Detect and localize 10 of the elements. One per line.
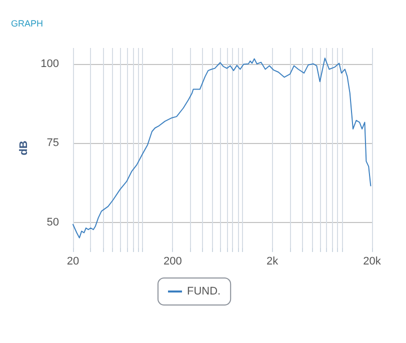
x-tick-label: 2k: [266, 256, 279, 268]
chart-title: GRAPH: [11, 18, 44, 28]
x-tick-label: 20k: [363, 256, 382, 268]
y-tick-label: 75: [46, 137, 59, 150]
x-tick-label: 200: [163, 256, 182, 268]
y-tick-label: 50: [46, 216, 59, 229]
legend-label: FUND.: [187, 286, 221, 298]
y-axis-title: dB: [18, 140, 30, 156]
y-tick-label: 100: [40, 58, 59, 70]
x-tick-label: 20: [66, 256, 80, 268]
